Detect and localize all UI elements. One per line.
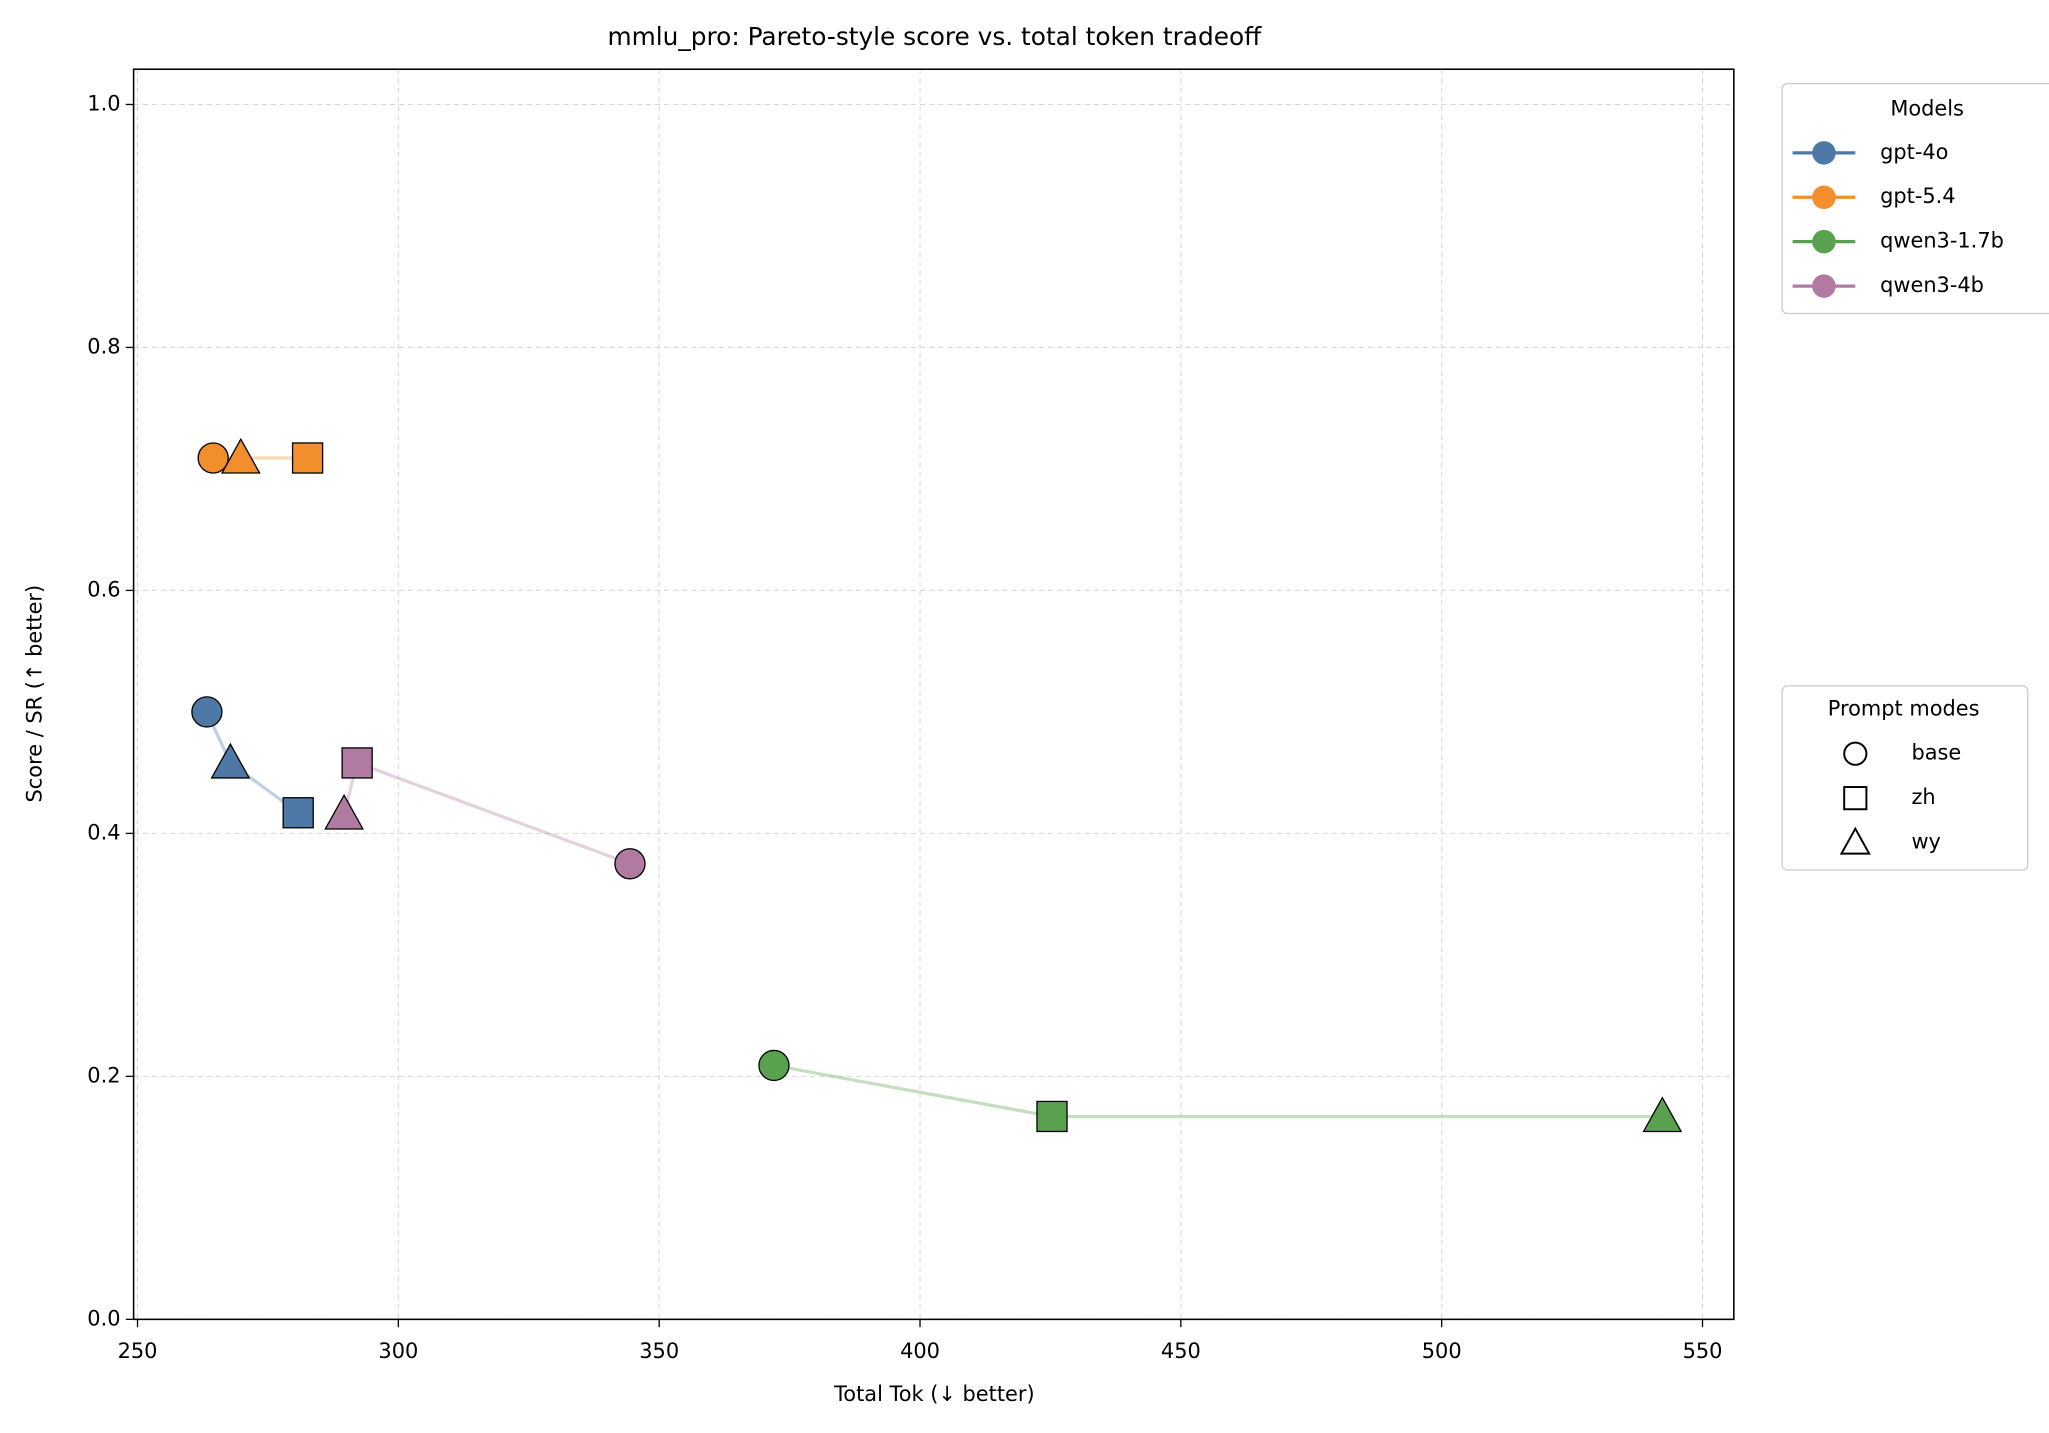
legend-title: Models (1890, 97, 1964, 121)
legend-label: gpt-5.4 (1880, 184, 1955, 208)
legend-label: base (1911, 741, 1961, 765)
marker (197, 442, 229, 474)
legend-box (1781, 82, 2049, 315)
marker (220, 437, 261, 474)
legend-label: zh (1911, 785, 1935, 809)
y-tick-label: 0.4 (87, 820, 120, 844)
marker (614, 848, 646, 880)
y-tick-label: 1.0 (87, 91, 120, 115)
x-tick-label: 400 (900, 1339, 940, 1363)
legend-marker (1812, 274, 1836, 298)
legend-marker (1812, 141, 1836, 165)
x-tick-label: 300 (378, 1339, 418, 1363)
x-tick-label: 250 (118, 1339, 158, 1363)
legend-title: Prompt modes (1828, 696, 1980, 720)
marker (1839, 826, 1871, 855)
legend-marker (1812, 229, 1836, 254)
legend-marker (1812, 185, 1836, 210)
marker (1036, 1100, 1068, 1133)
x-tick-label: 350 (639, 1339, 679, 1363)
x-tick-label: 500 (1422, 1339, 1462, 1363)
legend-label: qwen3-1.7b (1880, 229, 2004, 253)
marker (1843, 741, 1868, 766)
chart-title: mmlu_pro: Pareto-style score vs. total t… (607, 22, 1262, 51)
y-tick-label: 0.0 (87, 1306, 120, 1330)
marker (758, 1049, 790, 1082)
series-line (342, 760, 631, 866)
marker (1642, 1096, 1683, 1133)
y-tick-label: 0.6 (87, 577, 120, 601)
series-line (773, 1063, 1663, 1119)
marker (291, 442, 324, 474)
marker (1843, 786, 1868, 811)
y-tick-label: 0.8 (87, 334, 120, 358)
marker (324, 793, 364, 830)
marker (341, 747, 373, 779)
y-axis-label: Score / SR (↑ better) (23, 585, 47, 803)
x-tick-label: 550 (1683, 1339, 1723, 1363)
x-tick-label: 450 (1161, 1339, 1201, 1363)
y-tick-label: 0.2 (87, 1063, 120, 1087)
plot-frame (132, 68, 1735, 1321)
legend-label: qwen3-4b (1880, 273, 1984, 297)
x-axis-label: Total Tok (↓ better) (833, 1382, 1035, 1406)
marker (191, 696, 223, 728)
legend-label: gpt-4o (1880, 140, 1948, 164)
legend-box (1781, 685, 2029, 871)
legend-label: wy (1911, 830, 1940, 854)
marker (210, 742, 251, 779)
marker (282, 797, 314, 829)
